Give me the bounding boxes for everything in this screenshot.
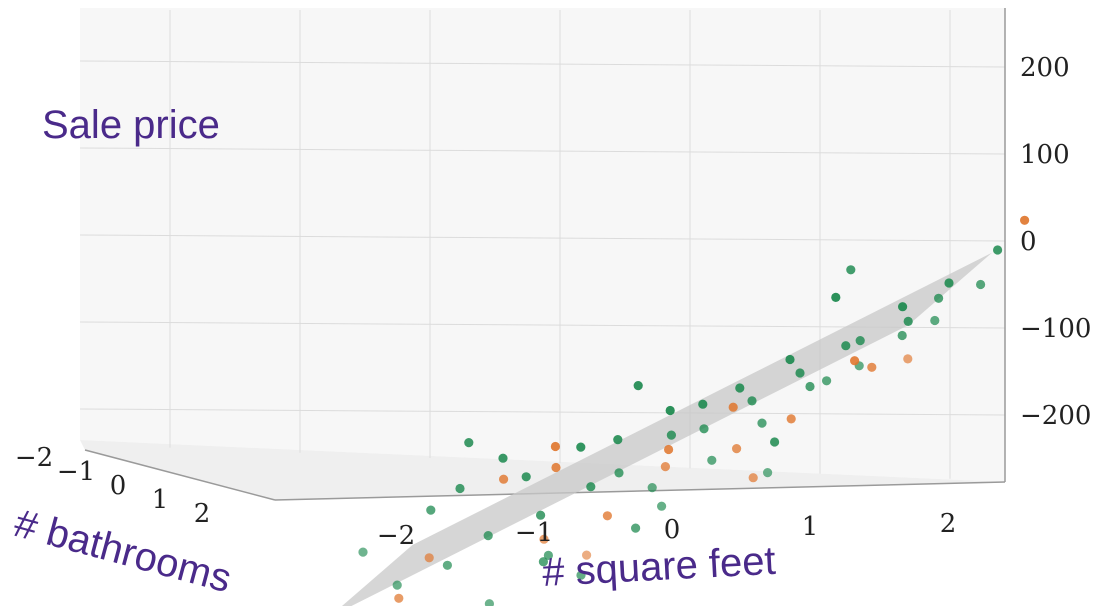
gridline	[79, 60, 1006, 68]
data-point-above	[707, 455, 717, 465]
data-point-below	[394, 593, 404, 603]
x-tick-label: 2	[940, 509, 957, 539]
data-point-below	[867, 362, 877, 372]
data-point-below	[748, 473, 758, 483]
y-tick-label: −1	[57, 457, 95, 487]
data-point-above	[841, 341, 851, 351]
data-point-above	[944, 278, 954, 288]
data-point-above	[976, 279, 986, 290]
data-point-above	[665, 405, 675, 416]
data-point-above	[484, 599, 494, 606]
data-point-above	[392, 580, 402, 590]
z-tick-label: 0	[1020, 227, 1037, 257]
y-tick-label: 0	[110, 471, 127, 501]
back-pane	[80, 8, 1005, 482]
data-point-above	[576, 570, 586, 580]
data-point-above	[822, 376, 832, 386]
data-point-above	[614, 468, 624, 478]
data-point-above	[831, 292, 841, 302]
regression-plane-layer	[341, 252, 992, 606]
data-point-above	[930, 315, 940, 326]
y-axis-line	[84, 449, 276, 501]
x-tick-label: 1	[802, 512, 819, 542]
gridline	[79, 147, 1006, 155]
data-point-above	[483, 531, 493, 541]
z-axis-label: Sale price	[42, 103, 220, 147]
data-point-above	[538, 557, 549, 567]
data-point-above	[846, 265, 856, 275]
data-point-below	[551, 462, 561, 473]
data-point-above	[903, 316, 913, 326]
data-point-above	[358, 547, 368, 557]
data-point-below	[728, 402, 738, 412]
data-point-below	[903, 354, 913, 364]
data-point-above	[698, 399, 708, 409]
data-point-above	[631, 523, 641, 533]
data-point-above	[543, 550, 554, 561]
data-point-above	[521, 472, 531, 482]
data-point-above	[993, 245, 1003, 255]
data-point-above	[536, 510, 546, 520]
data-point-above	[897, 330, 907, 341]
data-point-above	[898, 302, 908, 312]
data-point-below	[602, 511, 613, 521]
z-tick-label: −200	[1020, 401, 1091, 431]
z-tick-label: 200	[1020, 53, 1070, 83]
data-point-below	[582, 550, 592, 560]
floor-pane	[80, 440, 1005, 500]
data-point-above	[576, 442, 586, 452]
gridline	[79, 234, 1006, 242]
data-point-above	[464, 438, 474, 448]
x-tick-label: −2	[377, 521, 415, 551]
data-point-below	[424, 553, 434, 563]
x-axis-label: # square feet	[541, 539, 776, 595]
data-point-below	[550, 441, 561, 452]
data-point-above	[855, 336, 865, 346]
data-point-above	[934, 293, 944, 303]
data-point-below	[786, 414, 796, 424]
gridline	[79, 408, 1006, 416]
data-point-above	[757, 418, 767, 428]
z-tick-label: −100	[1020, 314, 1091, 344]
data-point-above	[735, 383, 745, 393]
data-point-above	[666, 430, 677, 440]
data-point-above	[442, 560, 452, 570]
x-tick-label: −1	[515, 518, 553, 548]
data-point-below	[732, 444, 742, 454]
data-point-above	[426, 505, 436, 515]
data-point-above	[498, 453, 508, 463]
x-axis-line	[274, 481, 1006, 501]
data-point-below	[539, 534, 549, 544]
data-point-below	[850, 356, 860, 366]
data-point-above	[657, 501, 667, 511]
y-tick-label: 2	[194, 499, 211, 529]
y-tick-label: 1	[152, 485, 169, 515]
x-tick-label: 0	[664, 515, 681, 545]
regression-plane	[341, 252, 992, 606]
data-point-above	[455, 483, 465, 494]
data-point-below	[499, 474, 509, 484]
data-point-above	[647, 483, 657, 493]
data-point-above	[613, 435, 623, 445]
data-point-above	[633, 381, 643, 391]
data-point-above	[586, 482, 596, 492]
data-point-above	[805, 381, 815, 392]
data-point-above	[795, 368, 805, 378]
data-point-below	[1020, 215, 1030, 225]
grid-layer	[79, 8, 1006, 501]
y-tick-label: −2	[15, 443, 53, 473]
z-tick-label: 100	[1020, 140, 1070, 170]
data-point-below	[660, 462, 671, 472]
data-point-above	[785, 354, 795, 365]
data-point-above	[770, 437, 780, 447]
data-point-below	[664, 444, 674, 455]
data-point-above	[699, 424, 709, 434]
data-point-above	[747, 396, 757, 406]
data-point-above	[763, 468, 773, 478]
data-points-layer	[358, 215, 1030, 606]
